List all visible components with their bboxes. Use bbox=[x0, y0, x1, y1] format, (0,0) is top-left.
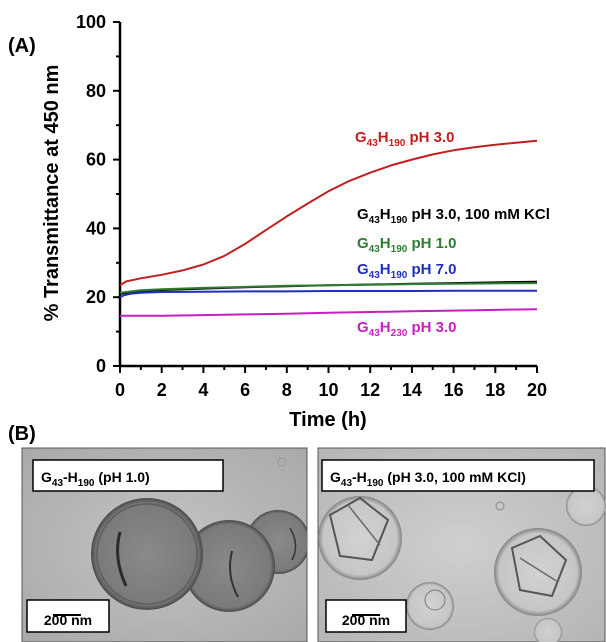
y-tick-label: 40 bbox=[86, 218, 106, 238]
x-axis-title: Time (h) bbox=[289, 409, 366, 431]
series-line-4 bbox=[119, 289, 537, 299]
series-line-1 bbox=[119, 139, 538, 287]
tem-image-1-label-box bbox=[32, 459, 224, 492]
y-axis-title: % Transmittance at 450 nm bbox=[41, 65, 63, 322]
x-tick-label: 12 bbox=[360, 380, 380, 400]
x-tick-label: 4 bbox=[198, 380, 208, 400]
x-tick-label: 10 bbox=[318, 380, 338, 400]
series-label-5: G43H230 pH 3.0 bbox=[357, 319, 457, 339]
x-tick-label: 8 bbox=[282, 380, 292, 400]
tem-image-1: G43-H190 (pH 1.0) 200 nm bbox=[21, 447, 308, 642]
series-lines bbox=[119, 139, 538, 317]
tem-image-2: G43-H190 (pH 3.0, 100 mM KCl) 200 nm bbox=[317, 447, 606, 642]
tem-image-2-label: G43-H190 (pH 3.0, 100 mM KCl) bbox=[330, 469, 526, 489]
tem-image-2-scale-label: 200 nm bbox=[342, 612, 390, 628]
series-labels: G43H190 pH 3.0 G43H190 pH 3.0, 100 mM KCl… bbox=[355, 129, 550, 339]
tem-image-1-label: G43-H190 (pH 1.0) bbox=[41, 469, 150, 489]
y-tick-label: 20 bbox=[86, 287, 106, 307]
x-tick-label: 2 bbox=[157, 380, 167, 400]
series-label-3: G43H190 pH 1.0 bbox=[357, 235, 457, 255]
x-tick-label: 0 bbox=[115, 380, 125, 400]
series-label-2: G43H190 pH 3.0, 100 mM KCl bbox=[357, 206, 550, 226]
tem-image-2-content bbox=[318, 486, 606, 642]
x-tick-label: 14 bbox=[402, 380, 422, 400]
panel-a-label: (A) bbox=[8, 35, 36, 57]
x-tick-label: 6 bbox=[240, 380, 250, 400]
y-tick-label: 0 bbox=[96, 356, 106, 376]
y-tick-label: 80 bbox=[86, 81, 106, 101]
x-axis: 0 2 4 6 8 10 12 14 16 18 20 bbox=[115, 364, 547, 400]
tem-image-2-label-box bbox=[321, 459, 595, 492]
tem-image-1-content bbox=[59, 457, 307, 632]
panel-b-label: (B) bbox=[8, 423, 36, 445]
series-line-5 bbox=[120, 308, 538, 317]
x-tick-label: 20 bbox=[527, 380, 547, 400]
x-tick-label: 18 bbox=[485, 380, 505, 400]
series-line-3 bbox=[119, 282, 538, 294]
y-axis: 0 20 40 60 80 100 bbox=[76, 12, 122, 376]
y-tick-label: 60 bbox=[86, 150, 106, 170]
tem-image-1-scale-label: 200 nm bbox=[44, 612, 92, 628]
transmittance-chart: 0 20 40 60 80 100 0 2 4 6 8 10 12 14 16 18 20 G43H190 p… bbox=[41, 12, 550, 431]
y-tick-label: 100 bbox=[76, 12, 106, 32]
series-label-4: G43H190 pH 7.0 bbox=[357, 261, 457, 281]
x-tick-label: 16 bbox=[444, 380, 464, 400]
series-label-1: G43H190 pH 3.0 bbox=[355, 129, 455, 149]
